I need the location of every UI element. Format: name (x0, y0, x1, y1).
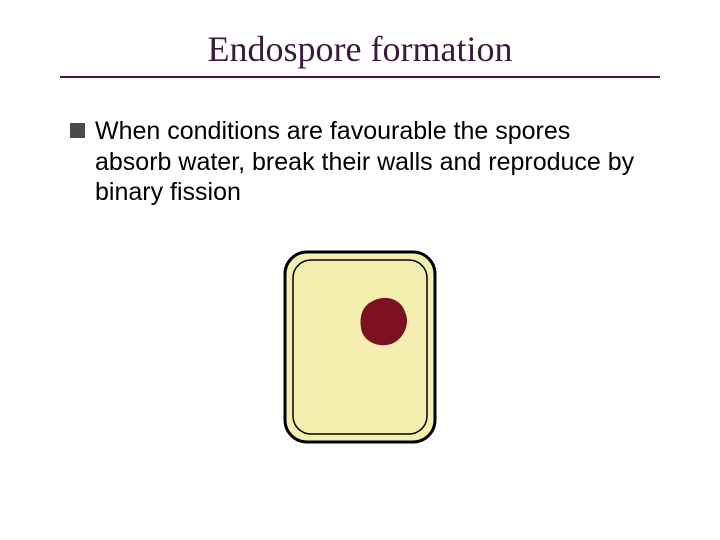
bullet-text: When conditions are favourable the spore… (95, 116, 650, 208)
cell-outer-rect (285, 252, 435, 442)
endospore-cell-diagram (275, 242, 445, 452)
content-area: When conditions are favourable the spore… (0, 78, 720, 452)
bullet-item: When conditions are favourable the spore… (70, 116, 650, 208)
square-bullet-icon (70, 123, 85, 138)
page-title: Endospore formation (0, 0, 720, 76)
diagram-container (70, 242, 650, 452)
